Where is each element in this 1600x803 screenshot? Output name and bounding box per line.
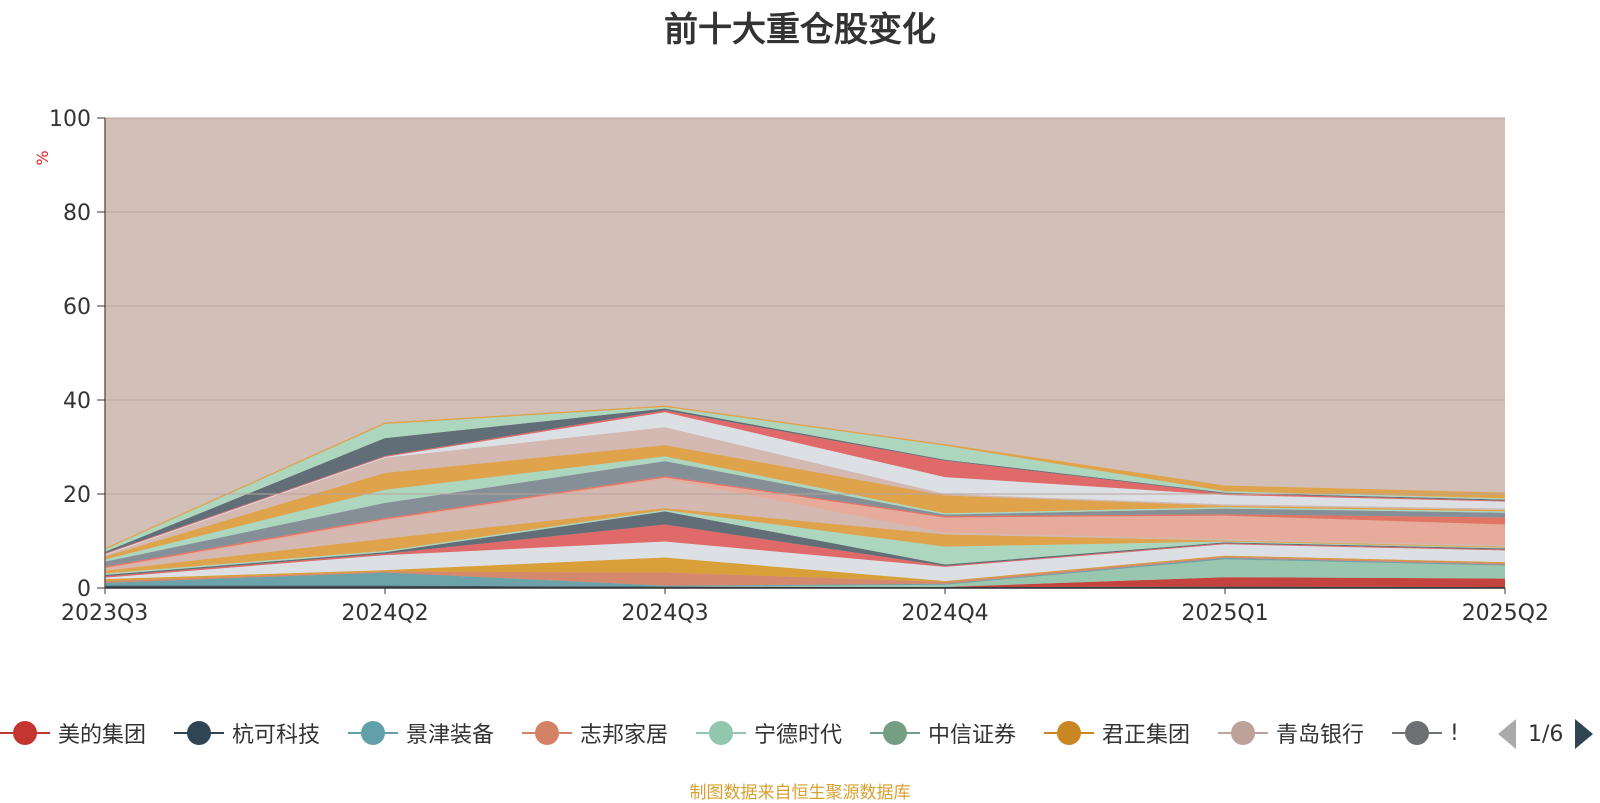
area-layer-8 [105,524,1505,578]
legend-marker-icon [174,720,224,746]
legend-marker-icon [696,720,746,746]
area-layer-19 [105,412,1505,556]
y-tick-label: 60 [63,295,91,320]
legend-item[interactable]: 美的集团 [0,713,146,753]
area-layer-12 [105,478,1505,571]
legend-label: 志邦家居 [580,723,669,748]
legend-marker-icon [1218,720,1268,746]
legend-next-page-icon[interactable] [1575,719,1594,749]
y-tick-label: 40 [63,389,91,414]
legend-label: ! [1450,720,1459,746]
legend-label: 美的集团 [58,723,147,748]
y-axis-label: % [33,150,52,165]
area-layer-13 [105,477,1505,570]
legend-item[interactable]: 君正集团 [1044,713,1190,753]
area-layer-15 [105,461,1505,567]
area-layer-18 [105,427,1505,557]
y-tick-label: 0 [77,577,91,602]
y-tick-label: 80 [63,201,91,226]
legend-label: 宁德时代 [754,723,843,748]
legend-marker-icon [0,720,50,746]
legend-marker-icon [1044,720,1094,746]
legend-item[interactable]: 青岛银行 [1218,713,1364,753]
grid-lines [105,117,1505,495]
y-tick-label: 20 [63,483,91,508]
legend-marker-icon [348,720,398,746]
axes [104,118,1505,589]
legend-item[interactable]: 中信证券 [870,713,1016,753]
area-layer-16 [105,456,1505,562]
x-tick-label: 2025Q1 [1181,601,1268,626]
area-layer-6 [105,555,1505,582]
area-layers [105,405,1505,588]
area-layer-7 [105,541,1505,581]
legend: 美的集团 杭可科技 景津装备 志邦家居 宁德时代 中信证券 君正集团 青岛银行! [0,713,1600,753]
legend-label: 中信证券 [928,723,1017,748]
legend-prev-page-icon[interactable] [1498,719,1516,749]
legend-marker-icon [870,720,920,746]
legend-pager: 1/6 [1498,717,1594,751]
area-layer-5 [105,556,1505,586]
area-layer-20 [105,410,1505,555]
legend-page-indicator: 1/6 [1528,721,1564,747]
area-layer-3 [105,559,1505,588]
legend-item[interactable]: ! [1392,713,1459,753]
legend-item[interactable]: 景津装备 [348,713,494,753]
area-layer-9 [105,511,1505,577]
area-layer-17 [105,445,1505,560]
x-tick-label: 2025Q2 [1462,601,1549,626]
x-tick-label: 2024Q2 [341,601,428,626]
x-tick-label: 2023Q3 [61,601,148,626]
legend-item[interactable]: 宁德时代 [696,713,842,753]
legend-label: 青岛银行 [1276,723,1365,748]
legend-marker-icon [1392,720,1442,746]
legend-marker-icon [522,720,572,746]
area-layer-4 [105,557,1505,587]
area-layer-11 [105,508,1505,574]
area-layer-2 [105,577,1505,588]
legend-label: 杭可科技 [232,723,321,748]
source-note: 制图数据来自恒生聚源数据库 [689,783,911,803]
x-tick-label: 2024Q3 [621,601,708,626]
x-tick-label: 2024Q4 [901,601,988,626]
y-axis-ticks: 0 20 40 60 80 100 [49,107,105,602]
x-axis-ticks: 2023Q3 2024Q2 2024Q3 2024Q4 2025Q1 2025Q2 [61,588,1549,626]
legend-label: 景津装备 [406,723,495,748]
y-tick-label: 100 [49,107,91,132]
legend-label: 君正集团 [1102,723,1191,748]
legend-item[interactable]: 杭可科技 [174,713,320,753]
chart-title: 前十大重仓股变化 [664,10,936,50]
legend-item[interactable]: 志邦家居 [522,713,668,753]
